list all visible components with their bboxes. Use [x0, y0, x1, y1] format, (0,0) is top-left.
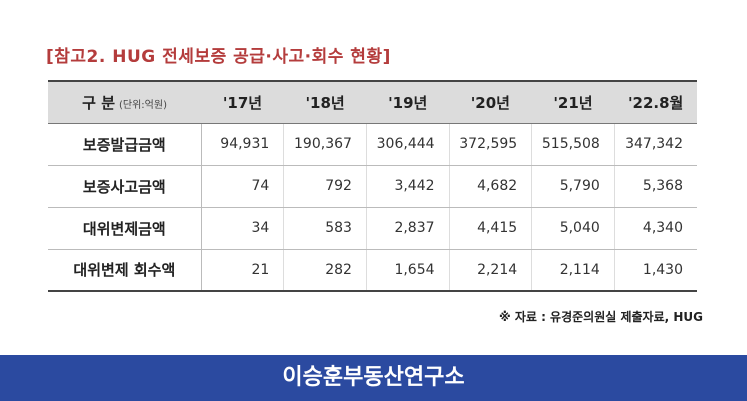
table-cell: 282: [283, 249, 367, 292]
table-cell: 2,837: [366, 207, 450, 250]
column-header: '20년: [449, 80, 532, 124]
row-label: 대위변제금액: [48, 207, 202, 250]
table-cell: 74: [201, 165, 285, 208]
table-header-row: 구 분 (단위:억원) '17년 '18년 '19년 '20년 '21년 '22.…: [48, 80, 697, 124]
column-header: '17년: [201, 80, 284, 124]
row-label: 보증발급금액: [48, 123, 202, 166]
table-cell: 306,444: [366, 123, 450, 166]
table-cell: 5,790: [531, 165, 615, 208]
document-title: [참고2. HUG 전세보증 공급·사고·회수 현황]: [46, 47, 391, 67]
table-cell: 4,340: [614, 207, 697, 250]
table-cell: 515,508: [531, 123, 615, 166]
source-note: ※ 자료 : 유경준의원실 제출자료, HUG: [498, 310, 703, 324]
table-cell: 1,430: [614, 249, 697, 292]
column-header: '18년: [283, 80, 367, 124]
row-label: 보증사고금액: [48, 165, 202, 208]
corner-label: 구 분: [82, 93, 115, 112]
table-cell: 3,442: [366, 165, 450, 208]
column-header: '19년: [366, 80, 450, 124]
table-cell: 21: [201, 249, 285, 292]
table-cell: 190,367: [283, 123, 367, 166]
table-cell: 372,595: [449, 123, 533, 166]
table-row: 보증사고금액 74 792 3,442 4,682 5,790 5,368: [48, 165, 697, 208]
hug-guarantee-table: 구 분 (단위:억원) '17년 '18년 '19년 '20년 '21년 '22.…: [48, 80, 697, 292]
corner-header: 구 분 (단위:억원): [48, 80, 202, 124]
table-cell: 583: [283, 207, 367, 250]
table-row: 대위변제 회수액 21 282 1,654 2,214 2,114 1,430: [48, 249, 697, 292]
table-cell: 34: [201, 207, 285, 250]
table-cell: 792: [283, 165, 367, 208]
table-row: 대위변제금액 34 583 2,837 4,415 5,040 4,340: [48, 207, 697, 250]
table-cell: 5,040: [531, 207, 615, 250]
table-cell: 1,654: [366, 249, 450, 292]
table-cell: 4,682: [449, 165, 533, 208]
column-header: '21년: [531, 80, 615, 124]
table-cell: 94,931: [201, 123, 285, 166]
table-cell: 2,114: [531, 249, 615, 292]
table-cell: 347,342: [614, 123, 697, 166]
table-cell: 5,368: [614, 165, 697, 208]
row-label: 대위변제 회수액: [48, 249, 202, 292]
table-cell: 2,214: [449, 249, 533, 292]
table-cell: 4,415: [449, 207, 533, 250]
unit-label: (단위:억원): [119, 99, 167, 111]
column-header: '22.8월: [614, 80, 697, 124]
footer-banner: 이승훈부동산연구소: [0, 355, 747, 401]
table-row: 보증발급금액 94,931 190,367 306,444 372,595 51…: [48, 123, 697, 166]
